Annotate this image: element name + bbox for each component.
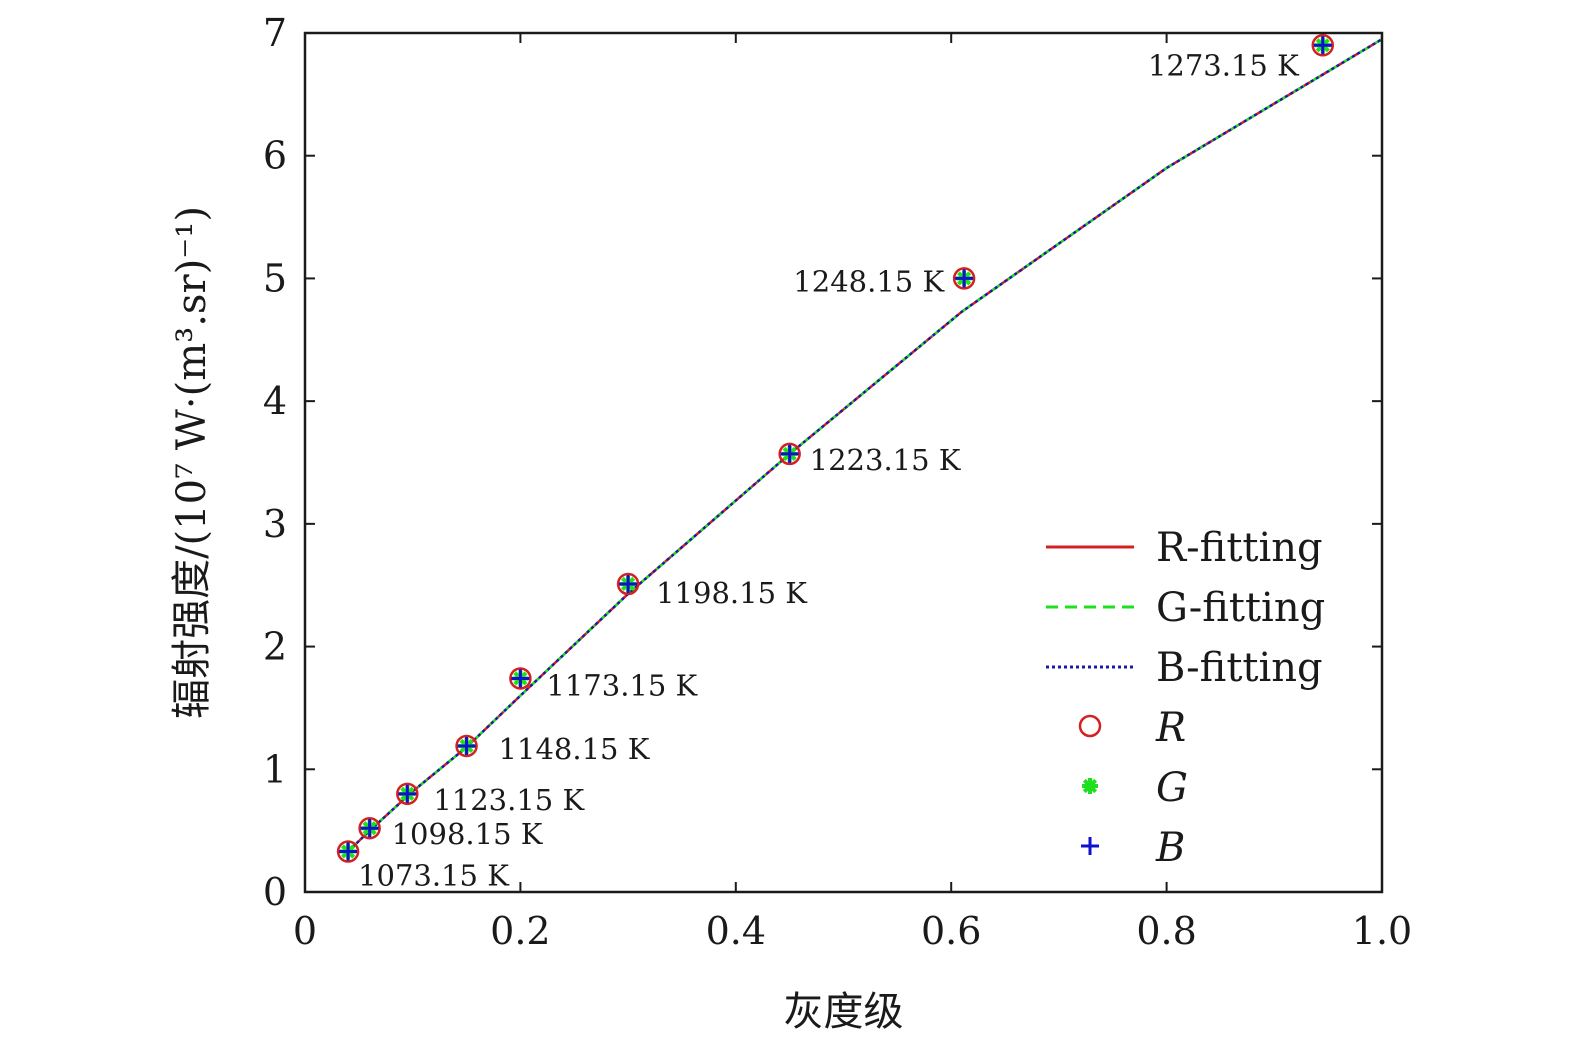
marker-r xyxy=(616,572,640,596)
marker-b xyxy=(780,444,799,463)
x-tick-label: 0.4 xyxy=(706,909,766,953)
legend-marker-b xyxy=(1081,837,1099,855)
legend-label: B xyxy=(1155,825,1185,871)
point-label: 1248.15 K xyxy=(793,264,945,298)
legend-marker-g-stroke xyxy=(1082,778,1098,794)
marker-b xyxy=(511,669,530,688)
y-ticks: 0 1 2 3 4 5 6 7 xyxy=(263,11,1382,914)
marker-b xyxy=(339,842,358,861)
x-tick-label: 1.0 xyxy=(1352,909,1412,953)
legend-label: G-fitting xyxy=(1156,585,1325,631)
x-tick-label: 0.6 xyxy=(921,909,981,953)
point-label: 1173.15 K xyxy=(546,668,698,702)
fit-line-b-fitting xyxy=(347,38,1383,853)
marker-b xyxy=(955,269,974,288)
marker-r xyxy=(1311,34,1335,57)
y-tick-label: 3 xyxy=(263,502,287,546)
y-tick-label: 2 xyxy=(263,625,287,669)
point-label: 1273.15 K xyxy=(1148,48,1300,82)
y-tick-label: 6 xyxy=(263,134,287,178)
point-label: 1098.15 K xyxy=(392,817,544,851)
point-label: 1148.15 K xyxy=(499,732,651,766)
legend-label: G xyxy=(1156,765,1188,811)
x-axis-label: 灰度级 xyxy=(784,989,904,1035)
x-ticks: 0 0.2 0.4 0.6 0.8 1.0 xyxy=(293,33,1412,953)
point-label: 1123.15 K xyxy=(433,783,585,817)
marker-b xyxy=(360,819,379,838)
legend-marker-g xyxy=(1082,778,1098,794)
marker-r xyxy=(358,816,381,840)
x-tick-label: 0.8 xyxy=(1136,909,1196,953)
y-tick-label: 5 xyxy=(263,256,287,300)
marker-r xyxy=(778,442,801,466)
y-tick-label: 7 xyxy=(263,11,287,55)
legend-marker-r xyxy=(1078,714,1102,738)
point-markers xyxy=(336,34,1335,863)
marker-r xyxy=(336,840,360,863)
marker-b xyxy=(1313,36,1332,55)
point-label: 1198.15 K xyxy=(656,576,808,610)
y-tick-label: 1 xyxy=(263,747,287,791)
x-tick-label: 0.2 xyxy=(490,909,550,953)
marker-r xyxy=(396,782,419,806)
marker-r xyxy=(952,267,976,290)
legend: R-fitting G-fitting B-fitting RGB xyxy=(1046,525,1325,871)
point-label: 1223.15 K xyxy=(810,443,962,477)
marker-r xyxy=(455,734,478,758)
y-axis-label: 辐射强度/(10⁷ W·(m³.sr)⁻¹) xyxy=(169,206,215,719)
plot-frame xyxy=(303,31,1384,894)
legend-label: B-fitting xyxy=(1156,645,1323,691)
marker-r xyxy=(509,667,532,690)
marker-b xyxy=(398,784,417,803)
fit-lines xyxy=(347,38,1383,853)
marker-b xyxy=(457,736,476,755)
legend-label: R xyxy=(1155,705,1186,751)
y-tick-label: 4 xyxy=(263,379,287,423)
marker-b xyxy=(619,574,638,593)
legend-label: R-fitting xyxy=(1156,525,1323,571)
point-label: 1073.15 K xyxy=(358,859,510,893)
y-tick-label: 0 xyxy=(263,870,287,914)
x-tick-label: 0 xyxy=(293,909,317,953)
